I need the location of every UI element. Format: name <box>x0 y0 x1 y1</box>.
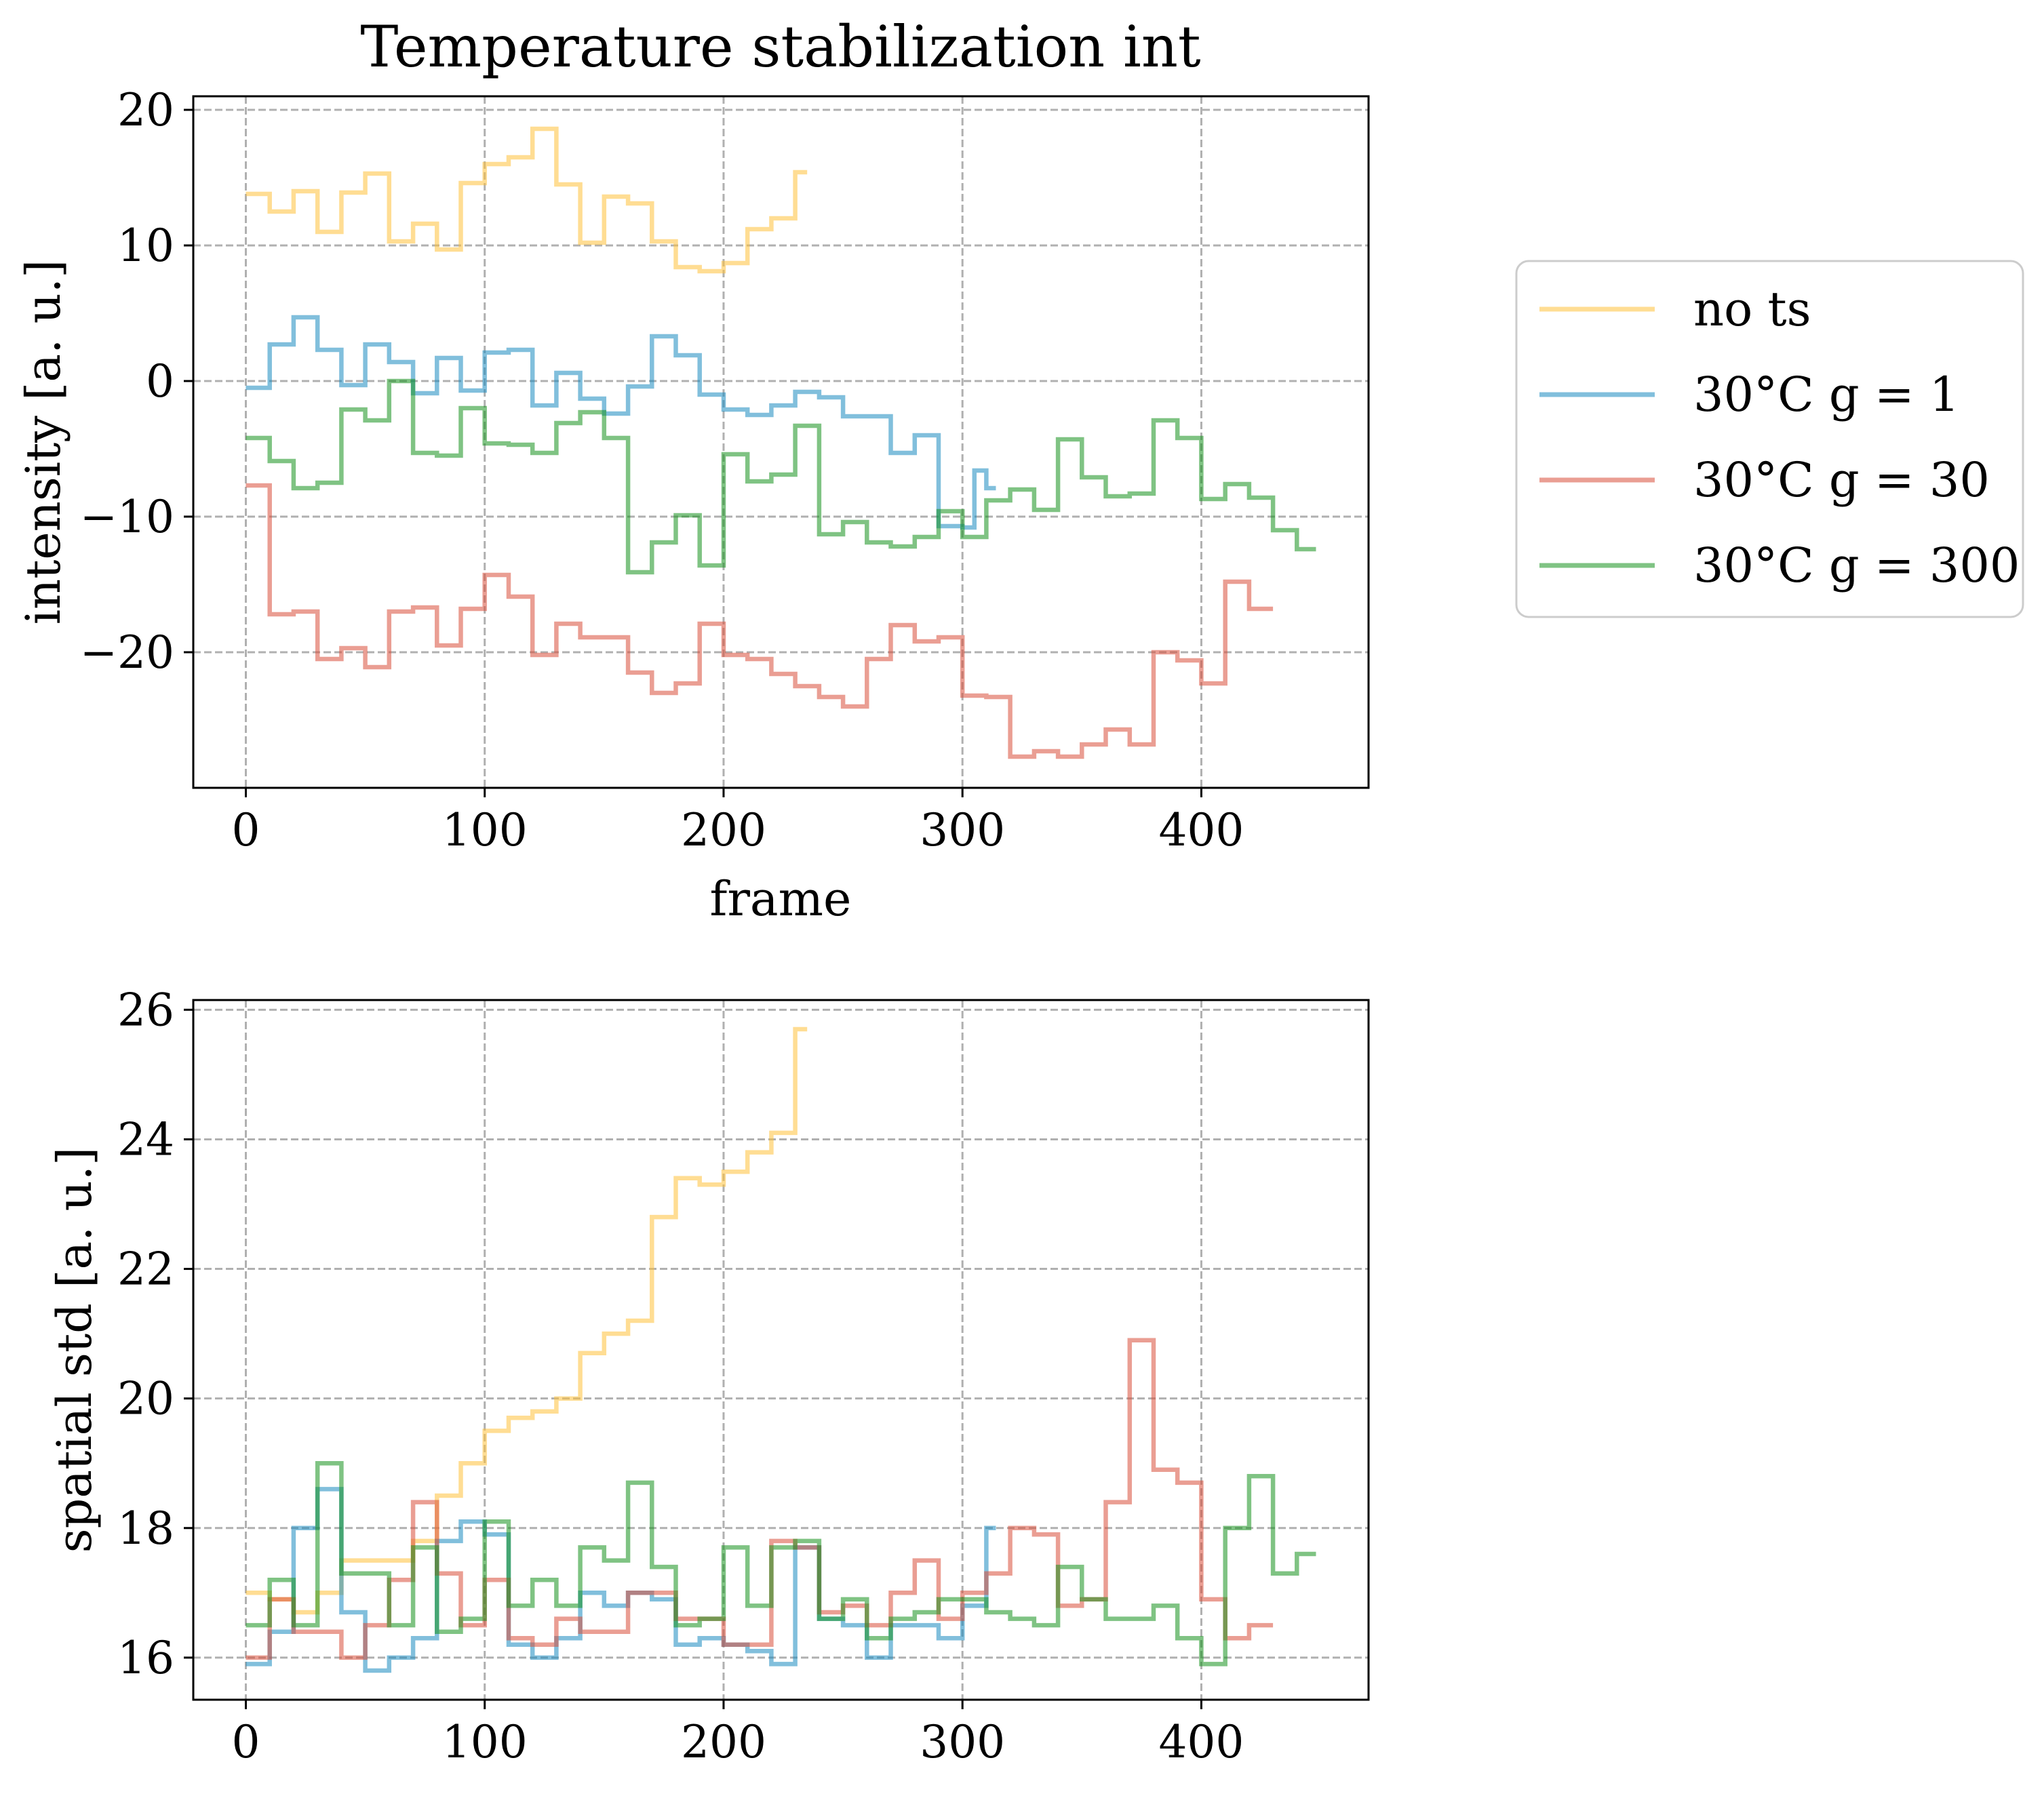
chart-title: Temperature stabilization int <box>360 14 1201 80</box>
intensity-x-axis-label: frame <box>710 871 852 927</box>
spatial-std-series-30c-g-300 <box>245 1460 1316 1667</box>
intensity-series-30c-g-30 <box>245 483 1274 759</box>
spatial-std-y-tick-label: 22 <box>117 1243 174 1296</box>
intensity-x-tick-label: 200 <box>681 804 766 856</box>
intensity-x-tick-label: 0 <box>231 804 260 856</box>
spatial-std-x-tick-label: 0 <box>231 1716 260 1768</box>
legend: no ts 30°C g = 1 30°C g = 30 30°C g = 300 <box>1515 260 2024 618</box>
intensity-y-tick-label: −10 <box>80 491 174 543</box>
intensity-y-tick-label: 20 <box>117 84 174 136</box>
spatial-std-y-tick-label: 18 <box>117 1502 174 1555</box>
spatial-std-axes-frame <box>192 999 1370 1701</box>
intensity-y-tick-label: 0 <box>146 355 174 407</box>
spatial-std-x-tick-label: 200 <box>681 1716 766 1768</box>
intensity-y-axis-label: intensity [a. u.] <box>16 260 71 625</box>
intensity-series-30c-g-1 <box>245 315 996 530</box>
legend-label: 30°C g = 30 <box>1693 452 1990 508</box>
intensity-series-30c-g-300 <box>245 378 1316 575</box>
legend-entries: no ts 30°C g = 1 30°C g = 30 30°C g = 300 <box>1539 281 2020 593</box>
spatial-std-panel: 0 100 200 300 400 16 18 20 22 24 26 spatial std [a… <box>47 984 1370 1768</box>
intensity-axes-frame <box>192 95 1370 789</box>
intensity-x-tick-label: 100 <box>442 804 528 856</box>
spatial-std-grid <box>193 1000 1369 1700</box>
intensity-x-tick-label: 400 <box>1158 804 1244 856</box>
intensity-panel: 0 100 200 300 400 −20 −10 0 10 20 Temperature sta… <box>16 14 1370 927</box>
intensity-y-tick-label: 10 <box>117 220 174 272</box>
spatial-std-series <box>245 1026 1316 1673</box>
intensity-y-tick-label: −20 <box>80 626 174 679</box>
spatial-std-y-tick-label: 26 <box>117 984 174 1036</box>
spatial-std-y-tick-label: 20 <box>117 1373 174 1425</box>
legend-label: 30°C g = 300 <box>1693 538 2020 593</box>
legend-label: 30°C g = 1 <box>1693 367 1959 422</box>
intensity-ticks: 0 100 200 300 400 −20 −10 0 10 20 <box>80 84 1244 856</box>
legend-label: no ts <box>1693 281 1811 337</box>
intensity-x-tick-label: 300 <box>920 804 1005 856</box>
legend-frame <box>1515 260 2024 618</box>
spatial-std-y-axis-label: spatial std [a. u.] <box>47 1147 102 1553</box>
intensity-series-no-ts <box>245 126 808 274</box>
spatial-std-y-tick-label: 24 <box>117 1113 174 1165</box>
spatial-std-x-tick-label: 100 <box>442 1716 528 1768</box>
spatial-std-x-tick-label: 400 <box>1158 1716 1244 1768</box>
spatial-std-x-tick-label: 300 <box>920 1716 1005 1768</box>
spatial-std-ticks: 0 100 200 300 400 16 18 20 22 24 26 <box>117 984 1244 1768</box>
spatial-std-y-tick-label: 16 <box>117 1632 174 1684</box>
intensity-series <box>245 126 1316 759</box>
